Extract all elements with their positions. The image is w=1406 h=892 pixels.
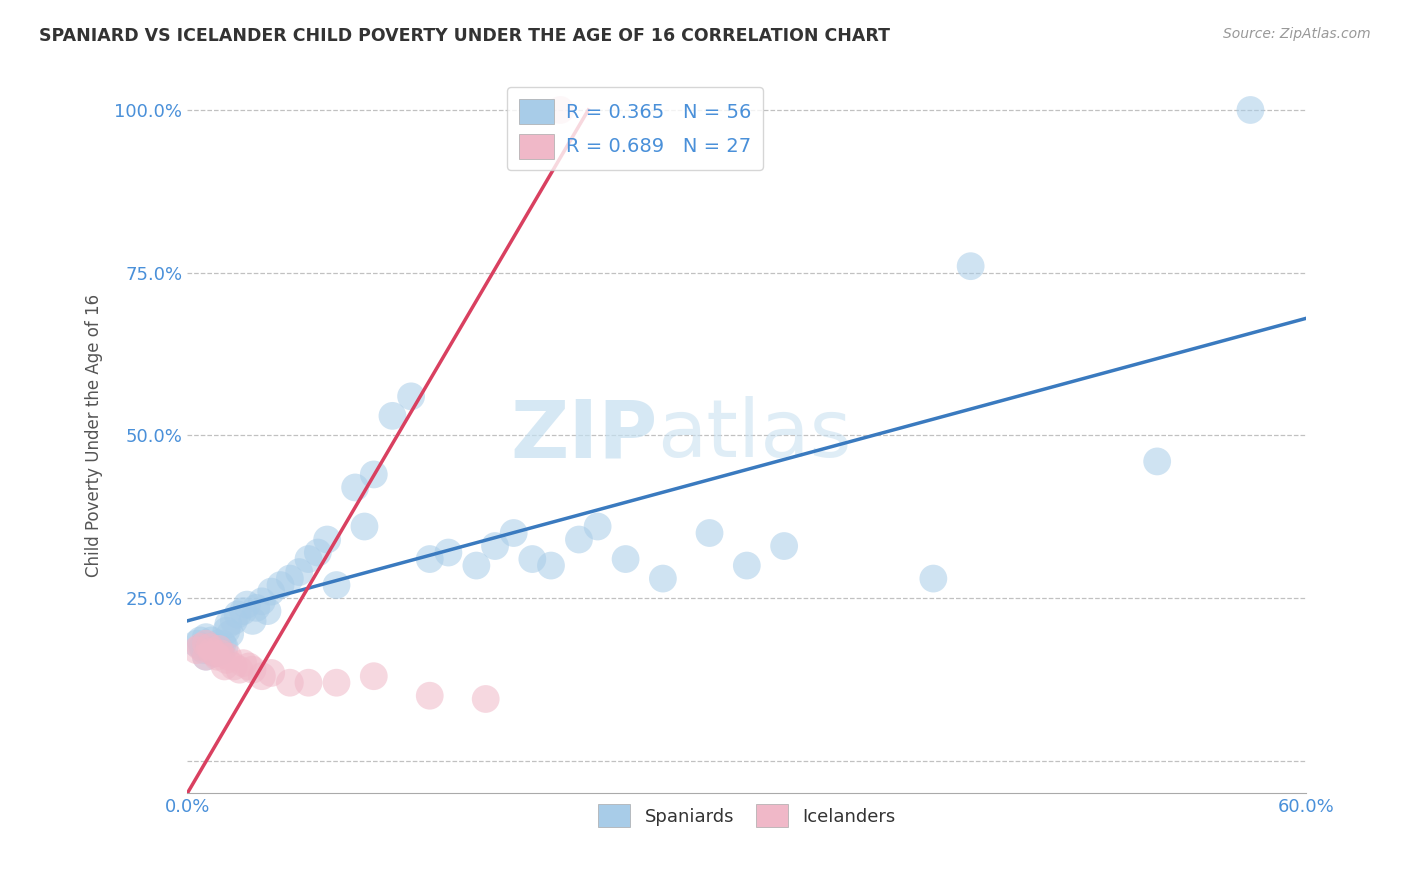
- Point: [194, 630, 217, 644]
- Point: [191, 640, 214, 654]
- Legend: Spaniards, Icelanders: Spaniards, Icelanders: [591, 797, 903, 834]
- Point: [735, 558, 758, 573]
- Point: [214, 659, 236, 673]
- Point: [208, 641, 231, 656]
- Point: [186, 643, 208, 657]
- Point: [238, 659, 260, 673]
- Point: [232, 656, 254, 670]
- Point: [198, 640, 221, 654]
- Point: [215, 624, 238, 638]
- Point: [194, 637, 217, 651]
- Point: [922, 572, 945, 586]
- Point: [222, 614, 245, 628]
- Point: [219, 627, 242, 641]
- Point: [540, 558, 562, 573]
- Point: [245, 600, 267, 615]
- Point: [217, 649, 239, 664]
- Point: [204, 647, 226, 661]
- Point: [550, 103, 572, 117]
- Point: [200, 633, 222, 648]
- Point: [242, 614, 264, 628]
- Point: [205, 649, 228, 664]
- Point: [270, 578, 292, 592]
- Point: [242, 663, 264, 677]
- Text: ZIP: ZIP: [510, 396, 657, 475]
- Point: [208, 641, 231, 656]
- Point: [186, 637, 208, 651]
- Point: [209, 644, 232, 658]
- Point: [353, 519, 375, 533]
- Point: [222, 659, 245, 673]
- Point: [465, 558, 488, 573]
- Text: SPANIARD VS ICELANDER CHILD POVERTY UNDER THE AGE OF 16 CORRELATION CHART: SPANIARD VS ICELANDER CHILD POVERTY UNDE…: [39, 27, 890, 45]
- Point: [474, 692, 496, 706]
- Point: [278, 675, 301, 690]
- Point: [228, 663, 250, 677]
- Point: [959, 259, 981, 273]
- Point: [363, 669, 385, 683]
- Point: [437, 545, 460, 559]
- Point: [250, 669, 273, 683]
- Point: [1146, 454, 1168, 468]
- Point: [198, 640, 221, 654]
- Point: [188, 640, 211, 654]
- Point: [325, 675, 347, 690]
- Point: [484, 539, 506, 553]
- Point: [651, 572, 673, 586]
- Point: [217, 617, 239, 632]
- Point: [278, 572, 301, 586]
- Point: [288, 565, 311, 579]
- Point: [236, 598, 259, 612]
- Point: [381, 409, 404, 423]
- Point: [316, 533, 339, 547]
- Point: [522, 552, 544, 566]
- Point: [699, 526, 721, 541]
- Point: [250, 594, 273, 608]
- Point: [260, 584, 283, 599]
- Point: [1239, 103, 1261, 117]
- Point: [204, 647, 226, 661]
- Point: [344, 480, 367, 494]
- Point: [209, 647, 232, 661]
- Point: [205, 637, 228, 651]
- Text: atlas: atlas: [657, 396, 852, 475]
- Point: [232, 604, 254, 618]
- Point: [586, 519, 609, 533]
- Point: [502, 526, 524, 541]
- Point: [568, 533, 591, 547]
- Text: Source: ZipAtlas.com: Source: ZipAtlas.com: [1223, 27, 1371, 41]
- Point: [325, 578, 347, 592]
- Point: [419, 552, 441, 566]
- Point: [215, 653, 238, 667]
- Point: [297, 675, 319, 690]
- Y-axis label: Child Poverty Under the Age of 16: Child Poverty Under the Age of 16: [86, 293, 103, 577]
- Point: [200, 644, 222, 658]
- Point: [194, 649, 217, 664]
- Point: [211, 637, 233, 651]
- Point: [188, 633, 211, 648]
- Point: [307, 545, 329, 559]
- Point: [773, 539, 796, 553]
- Point: [226, 607, 249, 622]
- Point: [214, 640, 236, 654]
- Point: [399, 389, 422, 403]
- Point: [614, 552, 637, 566]
- Point: [260, 665, 283, 680]
- Point: [194, 649, 217, 664]
- Point: [363, 467, 385, 482]
- Point: [256, 604, 278, 618]
- Point: [193, 643, 215, 657]
- Point: [297, 552, 319, 566]
- Point: [419, 689, 441, 703]
